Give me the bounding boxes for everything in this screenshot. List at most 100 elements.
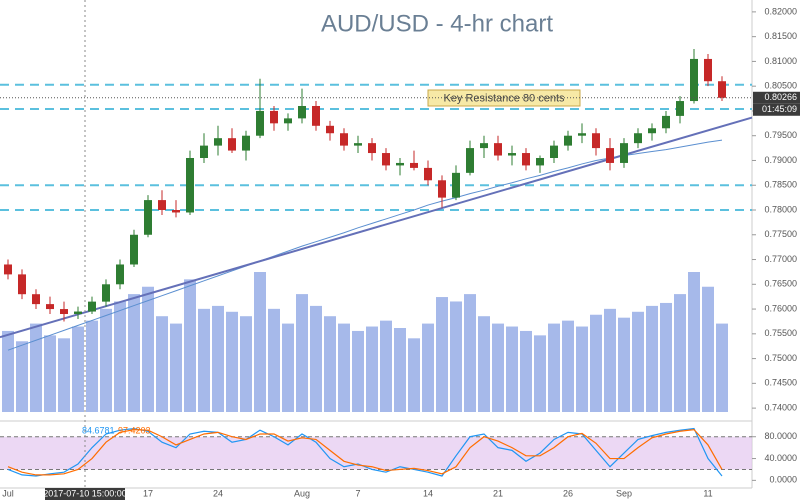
- volume-bar: [436, 297, 448, 412]
- candle-body: [74, 311, 82, 315]
- candle-body: [536, 157, 544, 166]
- volume-bar: [408, 338, 420, 412]
- candle-body: [648, 128, 656, 134]
- volume-bar: [380, 320, 392, 412]
- y-tick-label: 0.77000: [764, 254, 797, 264]
- chart-title: AUD/USD - 4-hr chart: [321, 10, 553, 37]
- volume-bar: [702, 286, 714, 412]
- y-tick-label: 0.78000: [764, 204, 797, 214]
- volume-bar: [352, 330, 364, 412]
- candle-body: [606, 148, 614, 163]
- candle-body: [256, 110, 264, 136]
- candle-body: [200, 145, 208, 158]
- candle-body: [522, 153, 530, 166]
- crosshair-time-box: [45, 488, 125, 500]
- volume-bar: [72, 326, 84, 412]
- last-price-box: [753, 91, 800, 104]
- candle-body: [396, 162, 404, 166]
- stoch-line: [7, 429, 723, 476]
- candle-body: [634, 133, 642, 144]
- volume-bar: [324, 316, 336, 412]
- volume-bar: [590, 314, 602, 412]
- candle-body: [452, 172, 460, 198]
- y-tick-label: 0.78500: [764, 180, 797, 190]
- volume-bar: [548, 323, 560, 412]
- stoch-tick-label: 80.0000: [764, 431, 797, 441]
- volume-bar: [310, 305, 322, 412]
- candle-body: [718, 81, 726, 98]
- candle-body: [704, 58, 712, 82]
- candle-body: [144, 200, 152, 235]
- volume-bar: [2, 330, 14, 412]
- x-tick-label: 17: [143, 488, 153, 498]
- x-tick-label: 14: [423, 488, 433, 498]
- x-tick-label: Sep: [616, 488, 632, 498]
- candle-body: [46, 304, 54, 310]
- volume-bar: [240, 316, 252, 412]
- stoch-legend-value: 97.4203: [118, 425, 151, 435]
- y-tick-label: 0.76500: [764, 279, 797, 289]
- volume-bar: [492, 323, 504, 412]
- candle-body: [186, 157, 194, 213]
- volume-bar: [688, 272, 700, 412]
- candle-body: [690, 58, 698, 102]
- x-tick-label: 26: [563, 488, 573, 498]
- volume-bar: [58, 338, 70, 412]
- y-tick-label: 0.81500: [764, 31, 797, 41]
- crosshair-time-label: 2017-07-10 15:00:00: [43, 488, 127, 498]
- volume-bar: [156, 316, 168, 412]
- volume-bar: [100, 308, 112, 412]
- candle-body: [354, 143, 362, 146]
- candle-body: [340, 133, 348, 146]
- last-price-label: 0.80266: [764, 92, 797, 102]
- volume-bar: [534, 335, 546, 412]
- candle-body: [270, 110, 278, 124]
- countdown: 01:45:09: [762, 104, 797, 114]
- y-tick-label: 0.81000: [764, 56, 797, 66]
- volume-bar: [660, 302, 672, 412]
- x-tick-label: Aug: [294, 488, 310, 498]
- stoch-tick-label: 40.0000: [764, 453, 797, 463]
- x-tick-label: 24: [213, 488, 223, 498]
- y-tick-label: 0.76000: [764, 303, 797, 313]
- candle-body: [494, 143, 502, 156]
- volume-bar: [520, 330, 532, 412]
- candle-body: [564, 135, 572, 146]
- volume-bar: [282, 323, 294, 412]
- candle-body: [676, 101, 684, 116]
- candle-body: [662, 115, 670, 129]
- candle-body: [60, 309, 68, 315]
- volume-bar: [478, 316, 490, 412]
- candle-body: [620, 143, 628, 163]
- candle-body: [102, 284, 110, 302]
- volume-bar: [338, 323, 350, 412]
- stoch-band: [0, 436, 752, 470]
- y-tick-label: 0.79000: [764, 155, 797, 165]
- y-tick-label: 0.74000: [764, 402, 797, 412]
- volume-bar: [716, 323, 728, 412]
- candle-body: [298, 105, 306, 119]
- candle-body: [368, 143, 376, 154]
- volume-bar: [268, 308, 280, 412]
- volume-bar: [198, 308, 210, 412]
- volume-bar: [114, 301, 126, 412]
- volume-bar: [296, 294, 308, 412]
- candle-body: [172, 210, 180, 213]
- volume-bar: [618, 317, 630, 412]
- y-tick-label: 0.75500: [764, 328, 797, 338]
- candle-body: [382, 153, 390, 166]
- y-tick-label: 0.75000: [764, 353, 797, 363]
- candle-body: [32, 294, 40, 305]
- volume-bar: [562, 320, 574, 412]
- volume-bar: [128, 294, 140, 412]
- moving-average: [7, 139, 723, 351]
- volume-bar: [450, 301, 462, 412]
- candle-body: [284, 118, 292, 124]
- x-tick-label: 21: [493, 488, 503, 498]
- volume-bar: [366, 326, 378, 412]
- y-tick-label: 0.82000: [764, 6, 797, 16]
- candle-body: [242, 135, 250, 151]
- candle-body: [158, 200, 166, 210]
- candle-body: [214, 138, 222, 146]
